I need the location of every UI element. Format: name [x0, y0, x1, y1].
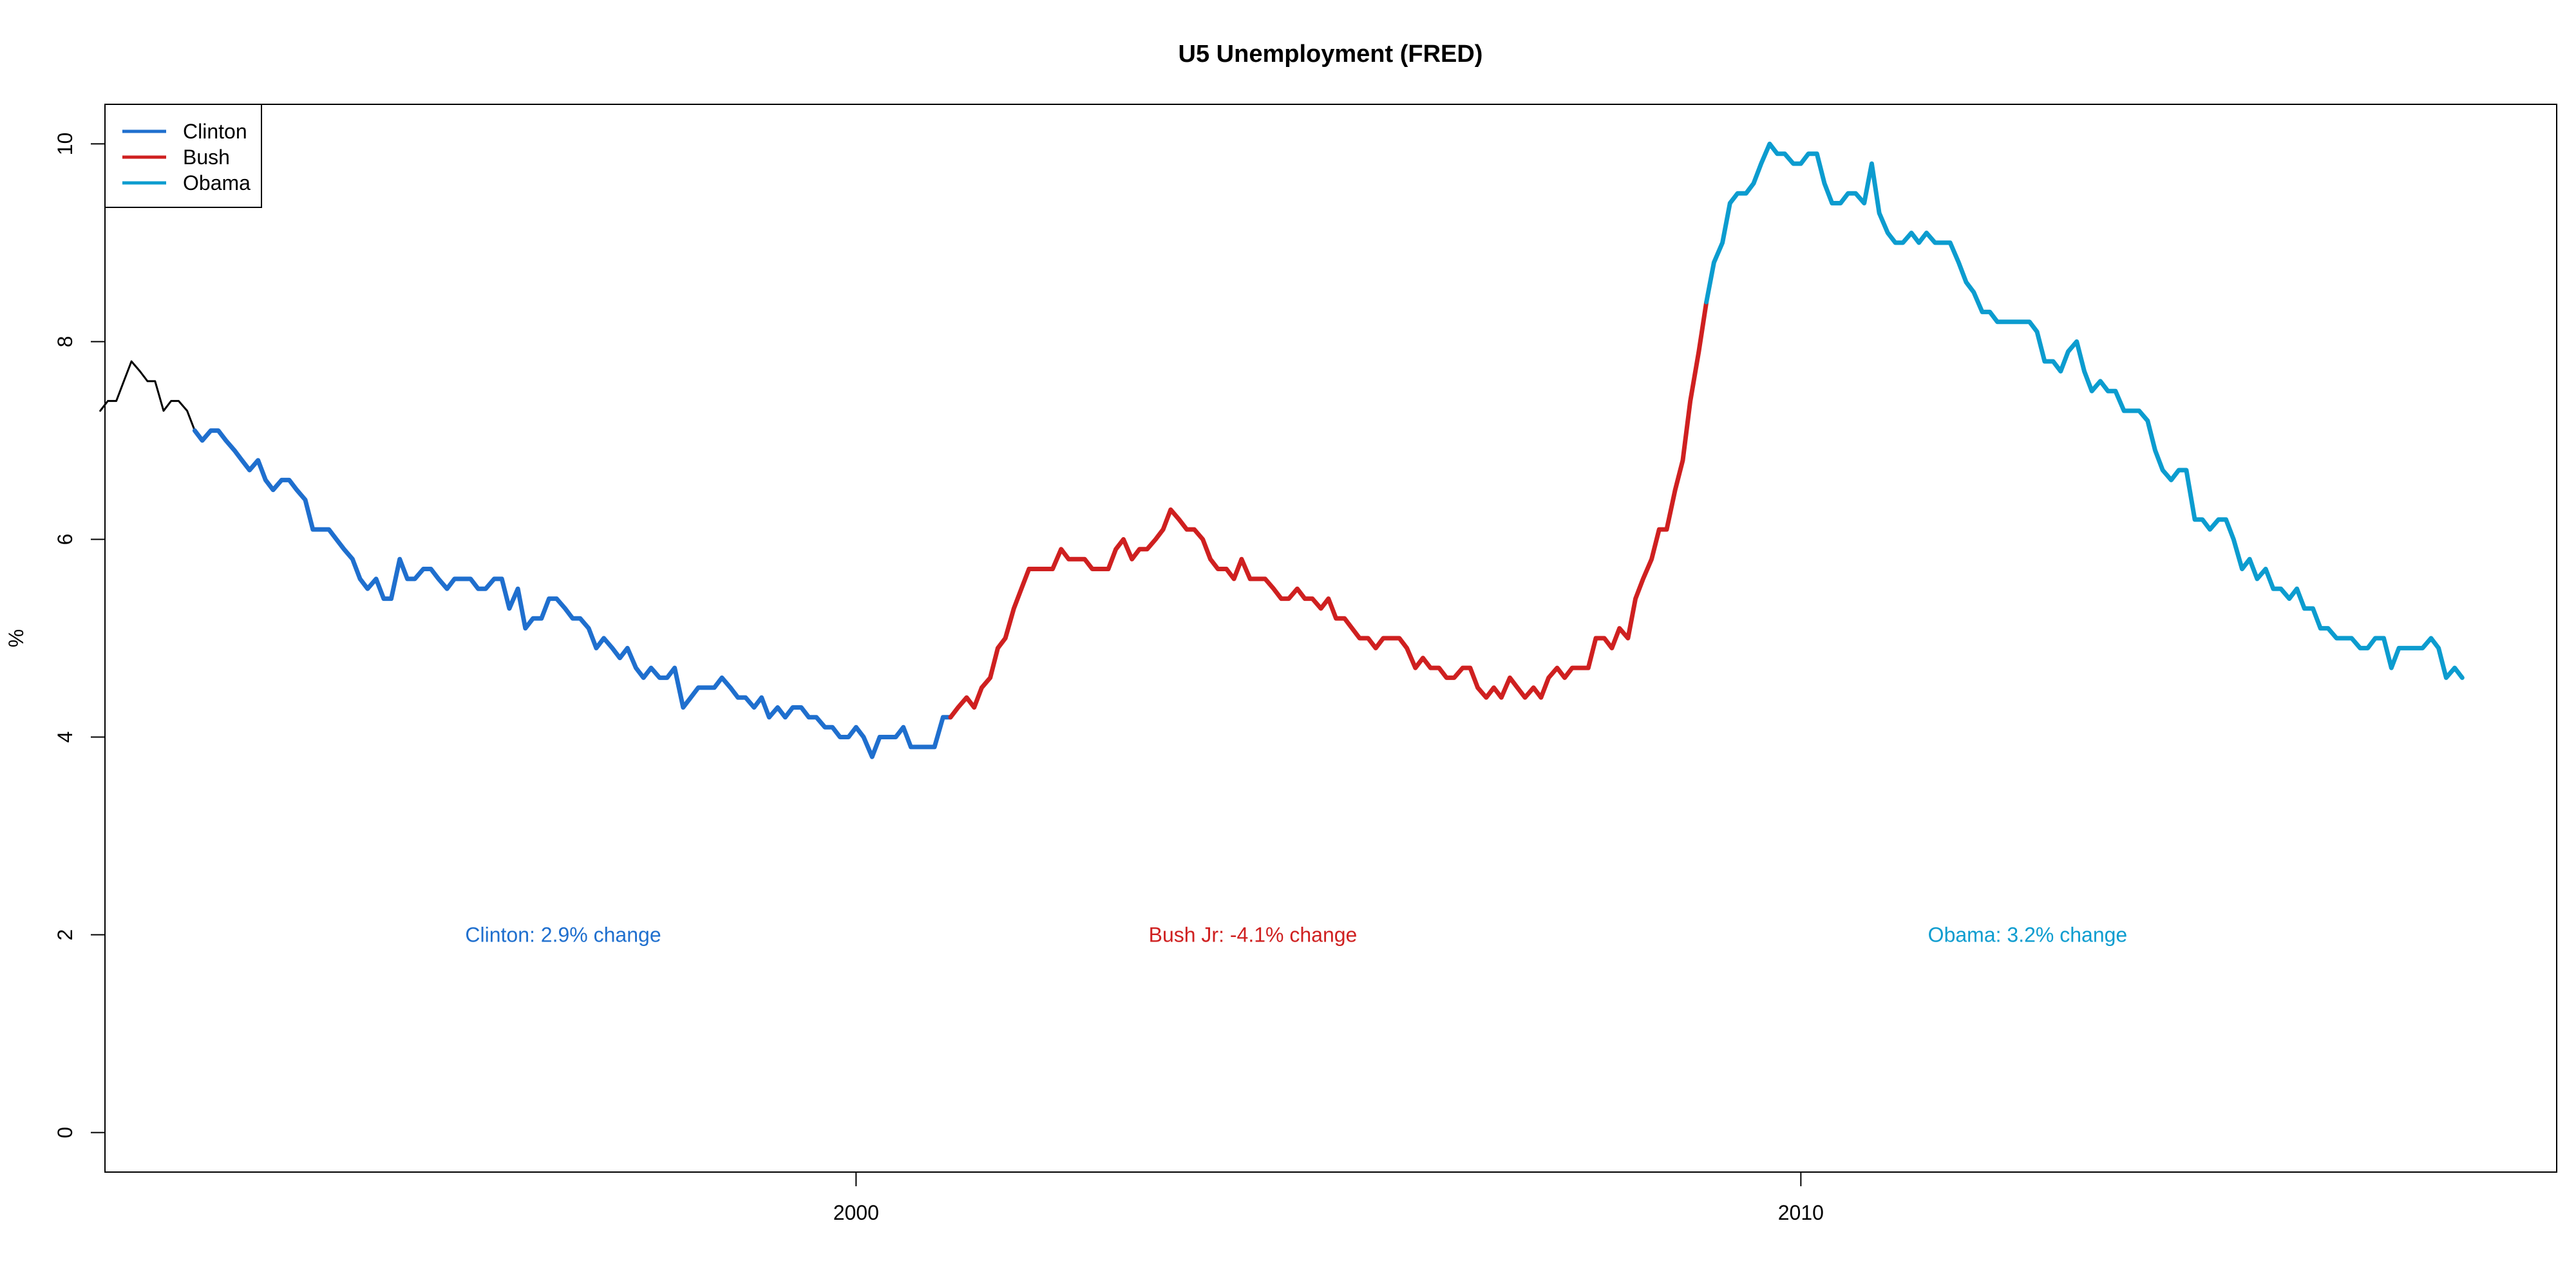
legend-label-clinton: Clinton	[183, 120, 247, 143]
annotation-label: Clinton: 2.9% change	[465, 923, 661, 947]
series-line-obama	[1704, 141, 2465, 680]
legend-label-obama: Obama	[183, 171, 251, 194]
x-tick-label: 2010	[1778, 1201, 1824, 1224]
y-tick-label: 2	[53, 929, 77, 941]
y-tick-label: 6	[53, 534, 77, 545]
plot-area	[99, 104, 2557, 1173]
y-tick-label: 4	[53, 732, 77, 743]
y-tick-label: 10	[53, 133, 77, 156]
annotations: Clinton: 2.9% change Bush Jr: -4.1% chang…	[465, 923, 2127, 947]
annotation-label: Bush Jr: -4.1% change	[1149, 923, 1358, 947]
series-line-bush	[948, 299, 1709, 720]
series-line-clinton	[192, 428, 953, 759]
legend-label-bush: Bush	[183, 146, 230, 169]
y-axis-label: %	[5, 629, 28, 647]
y-axis: 0 2 4 6 8 10	[53, 133, 105, 1139]
annotation-label: Obama: 3.2% change	[1928, 923, 2128, 947]
plot-frame	[104, 104, 2557, 1173]
x-axis: 2000 2010	[833, 1172, 1824, 1224]
chart-title: U5 Unemployment (FRED)	[1179, 41, 1483, 68]
x-tick-label: 2000	[833, 1201, 879, 1224]
y-tick-label: 0	[53, 1127, 77, 1139]
y-tick-label: 8	[53, 336, 77, 348]
series-lines	[99, 141, 2465, 759]
series-line-pre-clinton	[99, 360, 196, 432]
